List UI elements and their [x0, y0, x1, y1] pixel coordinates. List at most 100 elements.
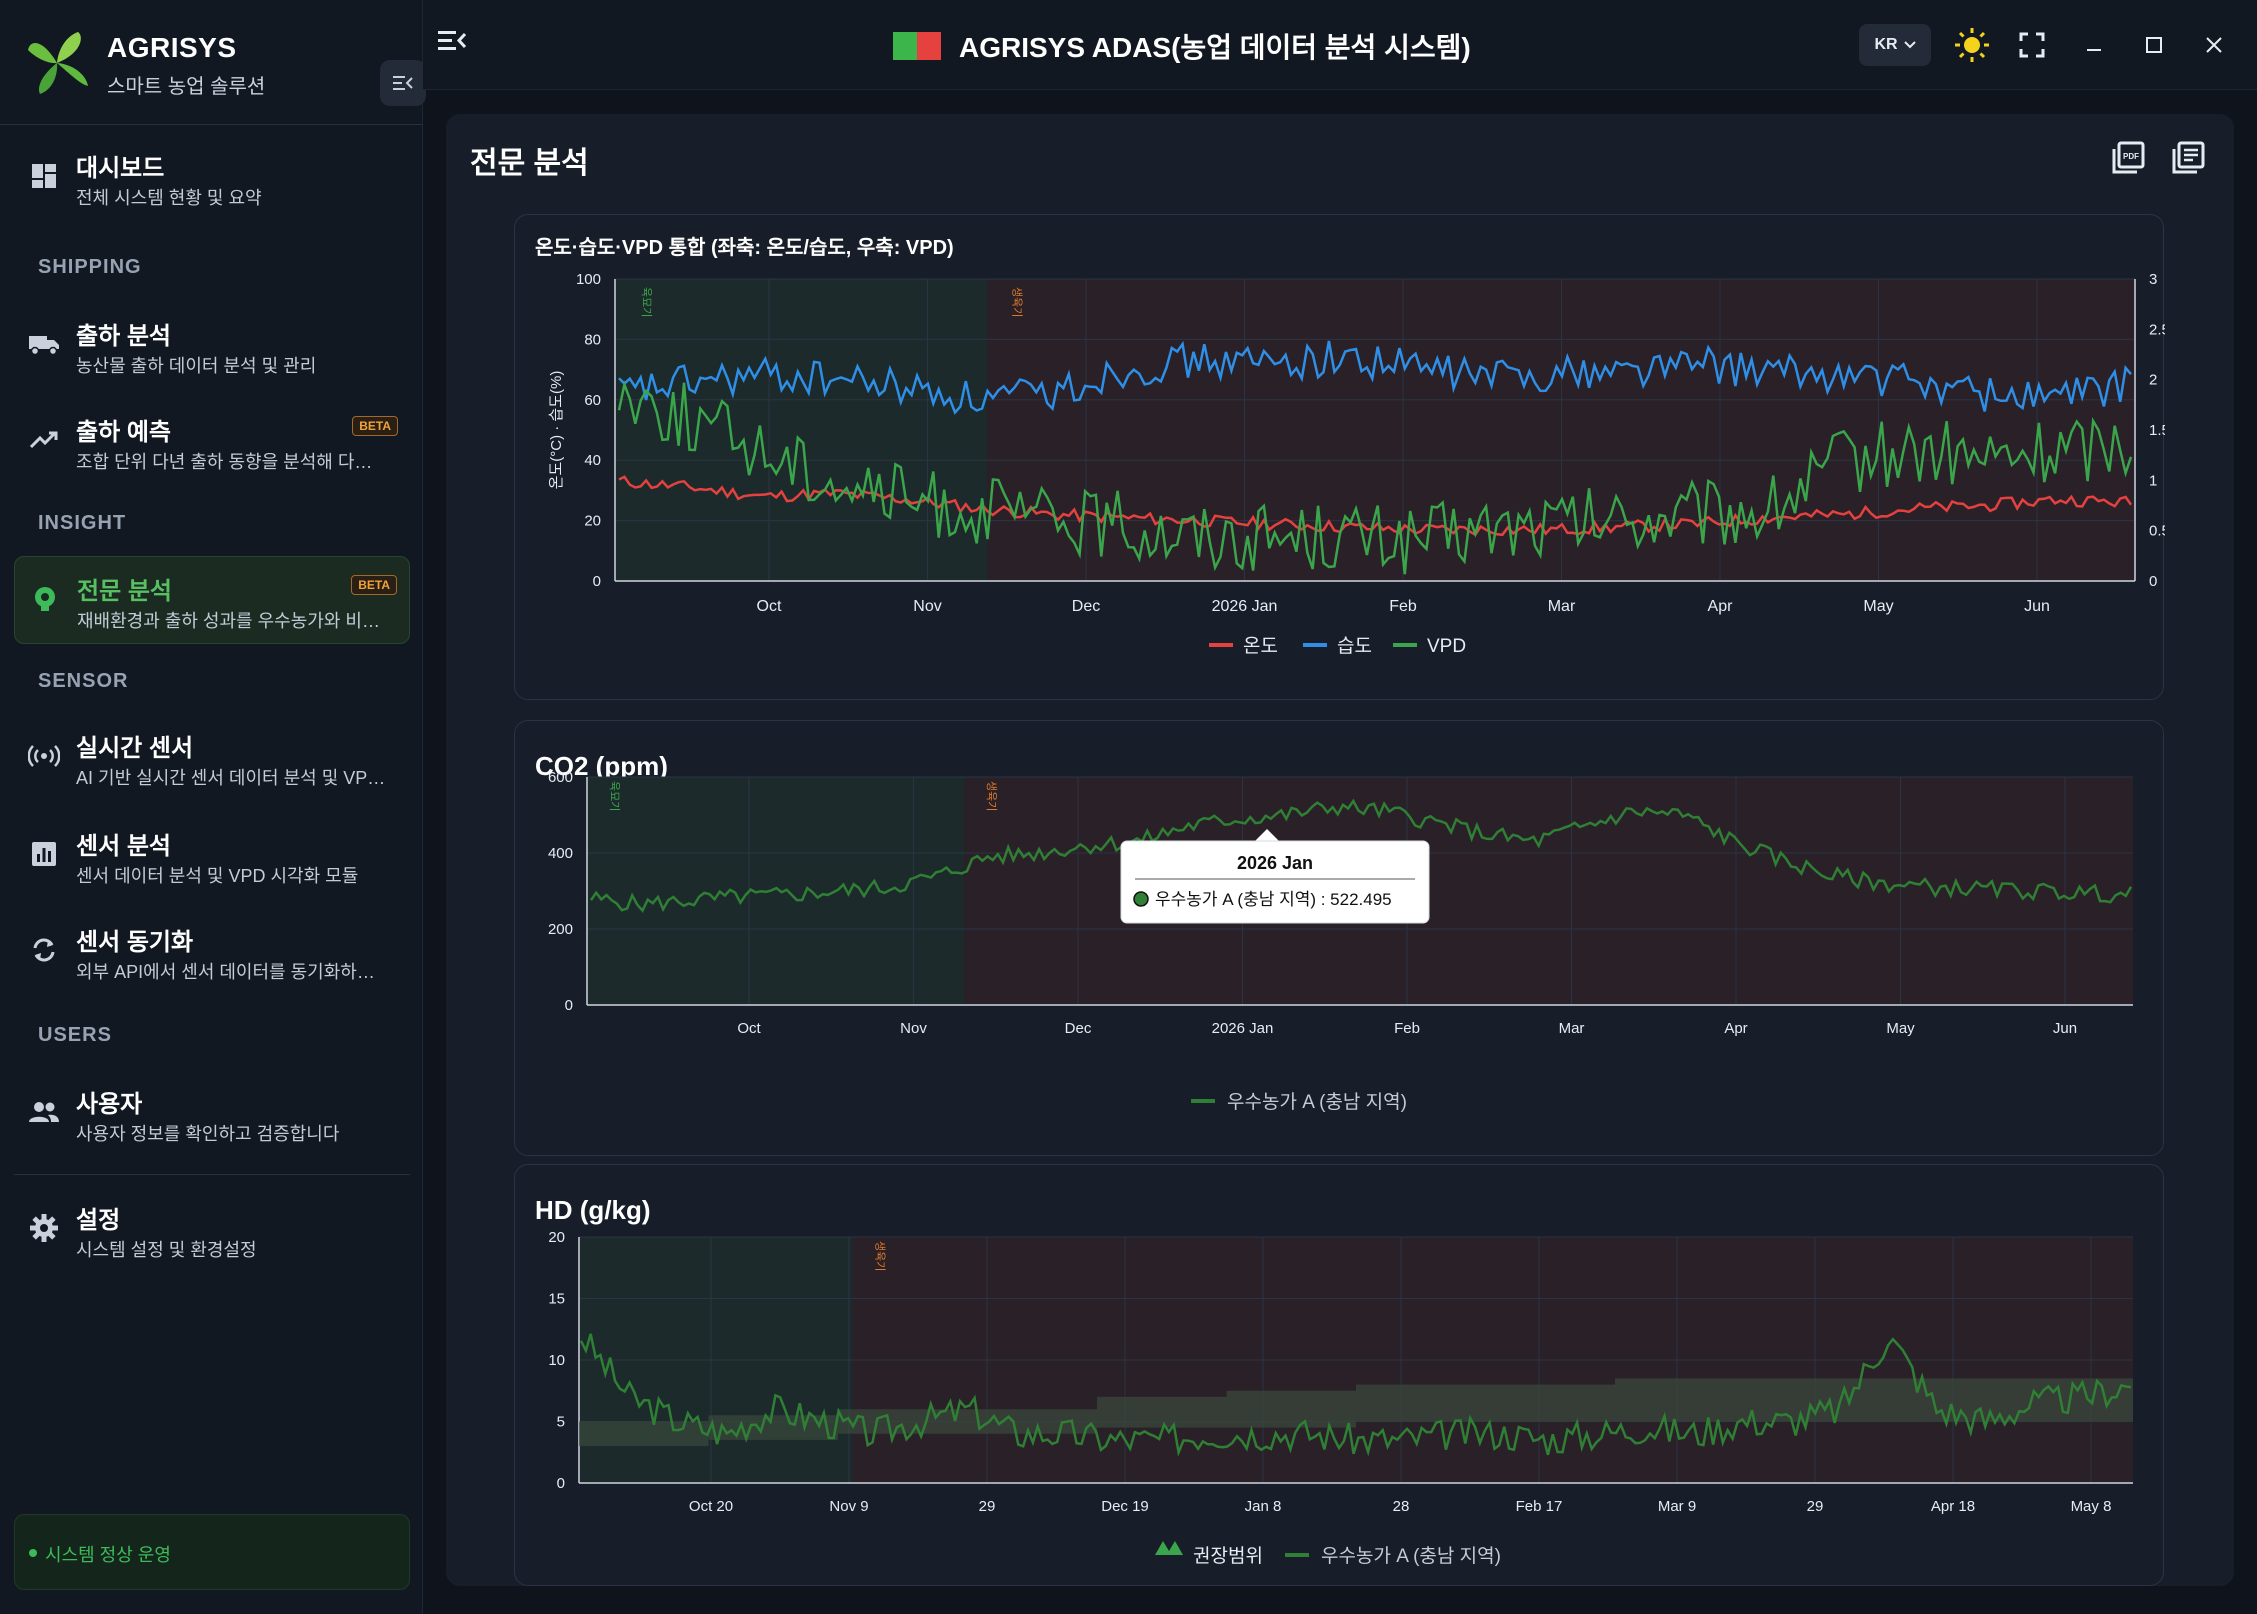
x-tick-label: Jun	[2053, 1020, 2077, 1037]
sidebar-item-ship-analysis[interactable]: 출하 분석 농산물 출하 데이터 분석 및 관리	[14, 302, 410, 390]
tooltip-series: 우수농가 A (충남 지역) : 522.495	[1155, 890, 1392, 909]
system-status: 시스템 정상 운영	[14, 1514, 410, 1590]
chart-title: CO2 (ppm)	[535, 751, 668, 781]
x-tick-label: Nov 9	[829, 1498, 868, 1515]
sidebar-item-desc: 사용자 정보를 확인하고 검증합니다	[76, 1124, 340, 1144]
sidebar-item-settings[interactable]: 설정 시스템 설정 및 환경설정	[14, 1186, 410, 1274]
sidebar: AGRISYS 스마트 농업 솔루션 대시보드 전체 시스템 현황 및 요약 S…	[0, 0, 426, 1614]
chart-temp-humidity-vpd: 육묘기 생육기 0 20 40 60 80 100 0 0.5 1 1.5 2 2.5 3 Oct Nov Dec…	[548, 271, 2165, 657]
app-title-area: AGRISYS ADAS(농업 데이터 분석 시스템)	[893, 24, 1471, 68]
x-tick-label: 28	[1393, 1498, 1410, 1515]
y-tick-label: 0	[593, 573, 601, 590]
beta-badge: BETA	[351, 575, 397, 595]
theme-toggle-button[interactable]	[1953, 26, 1991, 64]
report-button[interactable]	[2168, 138, 2208, 178]
y2-tick-label: 1.5	[2149, 422, 2165, 439]
y-tick-label: 40	[584, 452, 601, 469]
sidebar-collapse-button[interactable]	[380, 60, 426, 106]
x-tick-label: May 8	[2071, 1498, 2112, 1515]
series-line-hd	[579, 1333, 2132, 1457]
window-maximize-button[interactable]	[2135, 26, 2173, 64]
chart-title: HD (g/kg)	[535, 1195, 651, 1225]
report-icon	[2172, 141, 2205, 174]
menu-button[interactable]	[437, 28, 471, 62]
section-label-users: USERS	[38, 1024, 112, 1046]
legend-label: 우수농가 A (충남 지역)	[1321, 1545, 1501, 1567]
x-tick-label: May	[1886, 1020, 1915, 1037]
legend-band-icon	[1155, 1541, 1183, 1555]
sidebar-item-desc: 재배환경과 출하 성과를 우수농가와 비…	[77, 611, 380, 631]
y2-tick-label: 0	[2149, 573, 2157, 590]
window-close-button[interactable]	[2195, 26, 2233, 64]
y-tick-label: 5	[557, 1414, 565, 1431]
sidebar-item-desc: 전체 시스템 현황 및 요약	[76, 188, 262, 208]
agrisys-logo-icon	[28, 32, 88, 94]
section-label-sensor: SENSOR	[38, 670, 129, 692]
chart-card-temp-humidity-vpd: 온도·습도·VPD 통합 (좌축: 온도/습도, 우축: VPD) 육묘기 생육기…	[514, 214, 2165, 700]
export-pdf-button[interactable]: PDF	[2108, 138, 2148, 178]
x-tick-label: Oct	[737, 1020, 761, 1037]
window-minimize-button[interactable]	[2075, 26, 2113, 64]
minimize-icon	[2087, 49, 2101, 51]
sidebar-item-label: 출하 예측	[76, 419, 171, 446]
language-select[interactable]: KR	[1859, 24, 1931, 66]
trending-up-icon	[26, 422, 62, 458]
pdf-icon: PDF	[2112, 141, 2145, 174]
sidebar-item-desc: 조합 단위 다년 출하 동향을 분석해 다…	[76, 452, 373, 472]
x-tick-label: Dec 19	[1101, 1498, 1149, 1515]
truck-icon	[26, 326, 62, 362]
sidebar-item-sensor-analysis[interactable]: 센서 분석 센서 데이터 분석 및 VPD 시각화 모듈	[14, 812, 410, 900]
status-dot-icon	[29, 1549, 37, 1557]
stage-label: 육묘기	[640, 287, 653, 317]
x-tick-label: Nov	[900, 1020, 927, 1037]
sidebar-item-expert-analysis[interactable]: 전문 분석 BETA 재배환경과 출하 성과를 우수농가와 비…	[14, 556, 410, 644]
legend-label: 습도	[1337, 635, 1372, 657]
y2-tick-label: 2.5	[2149, 321, 2165, 338]
x-tick-label: 29	[1807, 1498, 1824, 1515]
y2-tick-label: 3	[2149, 271, 2157, 288]
sidebar-divider	[0, 124, 423, 125]
brand-title: AGRISYS	[107, 32, 237, 63]
series-line-temperature	[618, 475, 2133, 537]
tooltip-dot-icon	[1133, 891, 1149, 907]
menu-icon	[438, 31, 467, 50]
y-tick-label: 200	[548, 921, 573, 938]
x-tick-label: Mar	[1548, 598, 1576, 615]
flag-icon	[893, 32, 941, 60]
sidebar-item-desc: 농산물 출하 데이터 분석 및 관리	[76, 356, 317, 376]
y-tick-label: 400	[548, 845, 573, 862]
y-tick-label: 10	[548, 1352, 565, 1369]
y-tick-label: 20	[584, 513, 601, 530]
beta-badge: BETA	[352, 416, 398, 436]
sidebar-item-sensor-sync[interactable]: 센서 동기화 외부 API에서 센서 데이터를 동기화하…	[14, 908, 410, 996]
stage-label: 생육기	[1010, 287, 1023, 317]
x-tick-label: Mar 9	[1658, 1498, 1696, 1515]
maximize-icon	[2146, 37, 2162, 53]
fullscreen-icon	[2019, 32, 2045, 58]
x-tick-label: Jan 8	[1245, 1498, 1282, 1515]
y-tick-label: 100	[576, 271, 601, 288]
stage-label: 생육기	[985, 781, 998, 811]
fullscreen-button[interactable]	[2013, 26, 2051, 64]
sidebar-item-dashboard[interactable]: 대시보드 전체 시스템 현황 및 요약	[14, 134, 410, 222]
section-label-shipping: SHIPPING	[38, 256, 142, 278]
sidebar-item-users[interactable]: 사용자 사용자 정보를 확인하고 검증합니다	[14, 1070, 410, 1158]
legend-label: VPD	[1427, 636, 1466, 657]
chart-title: 온도·습도·VPD 통합 (좌축: 온도/습도, 우축: VPD)	[535, 237, 954, 259]
chevron-down-icon	[1903, 41, 1916, 49]
recommended-range-band	[579, 1378, 2133, 1447]
x-tick-label: Jun	[2024, 598, 2050, 615]
x-tick-label: 29	[979, 1498, 996, 1515]
sidebar-item-ship-forecast[interactable]: 출하 예측 BETA 조합 단위 다년 출하 동향을 분석해 다…	[14, 398, 410, 486]
series-line-vpd	[617, 380, 2133, 575]
x-tick-label: Dec	[1072, 598, 1100, 615]
sidebar-item-label: 설정	[76, 1207, 121, 1234]
app-title: AGRISYS ADAS(농업 데이터 분석 시스템)	[959, 32, 1471, 63]
chart-card-hd: HD (g/kg) 생육기 0 5 10 15 20 Oct 20 Nov 9 29 Dec 19…	[514, 1164, 2164, 1586]
y2-tick-label: 1	[2149, 472, 2157, 489]
tooltip-arrow	[1255, 829, 1279, 841]
tooltip-box	[1120, 840, 1430, 924]
sun-icon	[1955, 28, 1989, 62]
y-tick-label: 15	[548, 1291, 565, 1308]
sidebar-item-realtime-sensor[interactable]: 실시간 센서 AI 기반 실시간 센서 데이터 분석 및 VP…	[14, 714, 410, 802]
